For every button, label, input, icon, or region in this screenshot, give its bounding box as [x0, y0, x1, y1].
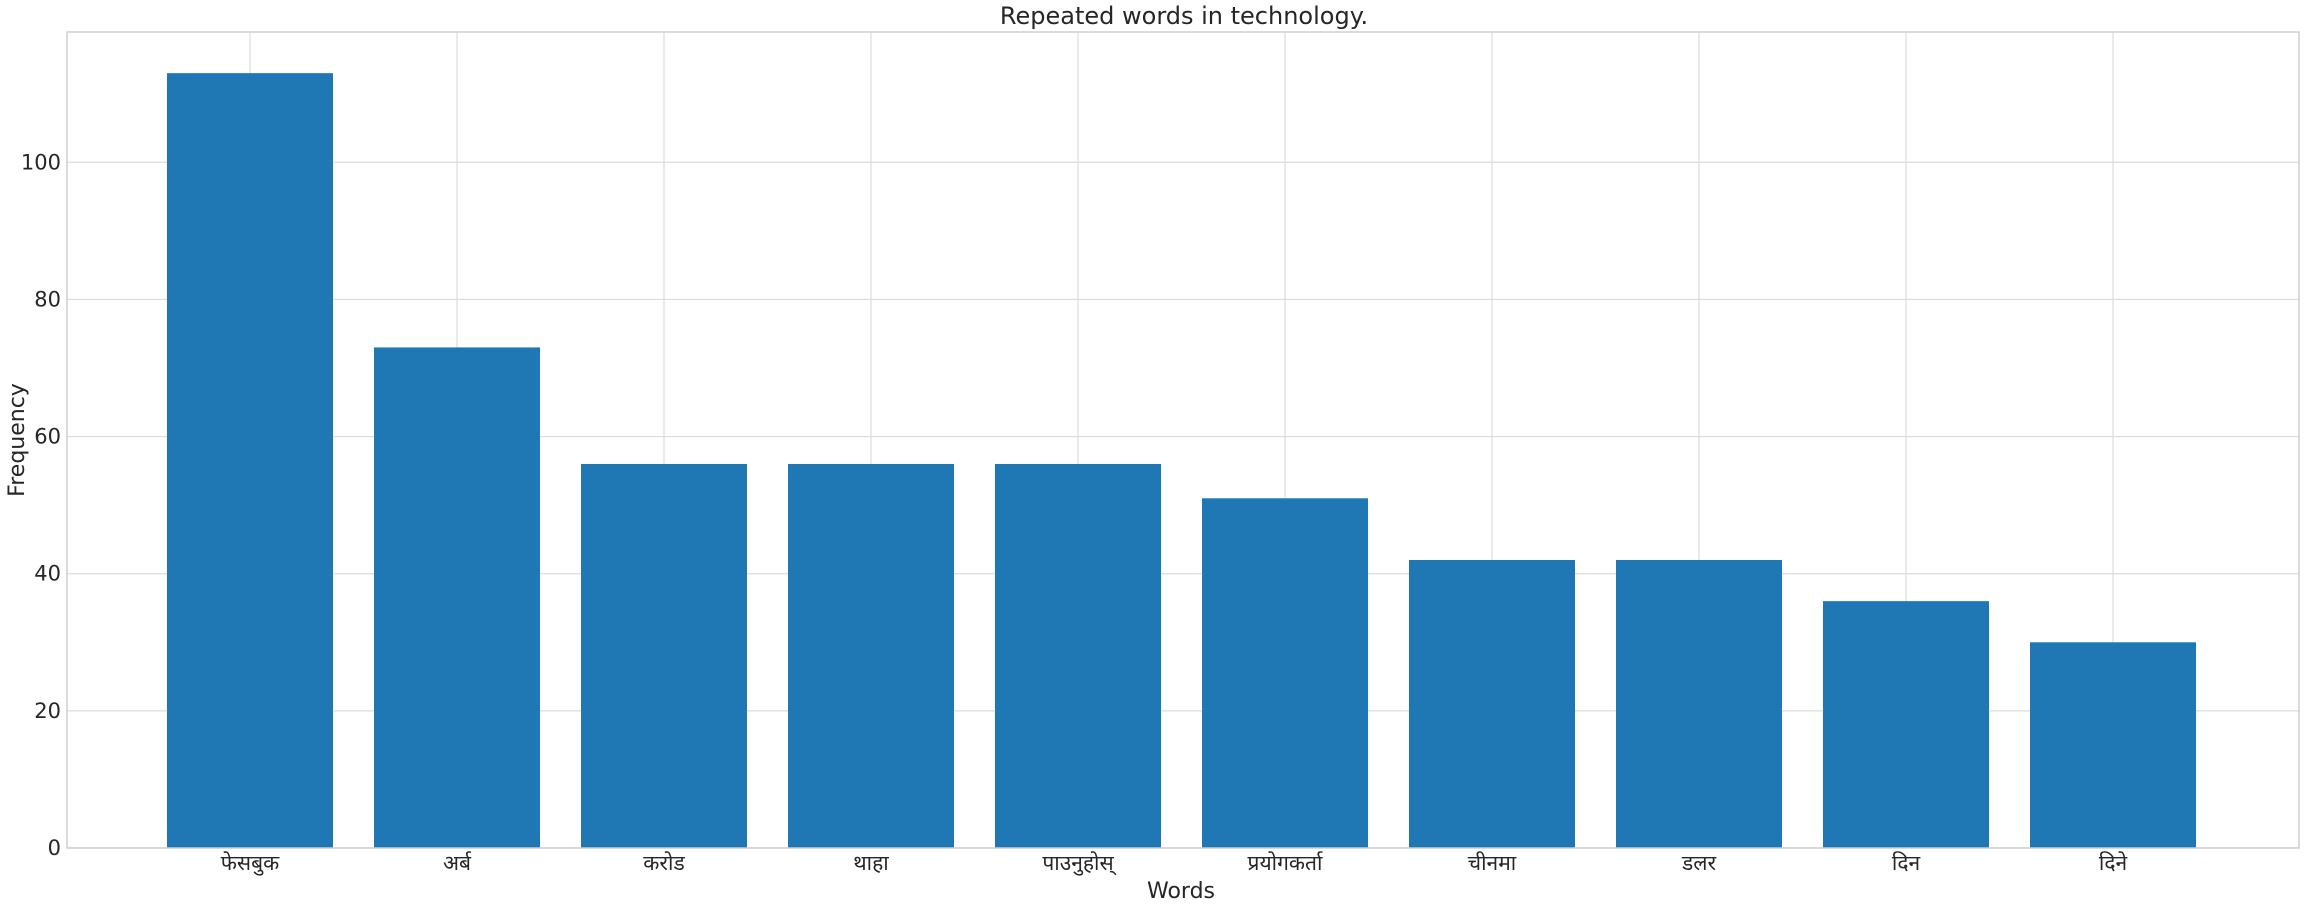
- x-axis-label: Words: [1147, 879, 1215, 904]
- x-tick-label: अर्ब: [443, 851, 472, 875]
- bar: [1823, 601, 1989, 848]
- y-tick-label: 80: [34, 287, 61, 311]
- x-tick-label: फेसबुक: [221, 851, 280, 876]
- y-tick-label: 100: [21, 150, 61, 174]
- y-axis-label: Frequency: [5, 383, 30, 497]
- bar: [995, 464, 1161, 848]
- x-tick-label: डलर: [1681, 851, 1716, 875]
- plot-frame: [66, 31, 2300, 849]
- y-tick-label: 60: [34, 425, 61, 449]
- bar: [374, 347, 540, 848]
- bar: [1616, 560, 1782, 848]
- bar: [581, 464, 747, 848]
- x-ticks-layer: फेसबुक अर्ब करोड थाहा पाउनुहोस् प्रयोगकर्ता ची…: [221, 851, 2128, 876]
- x-tick-label: पाउनुहोस्: [1042, 851, 1116, 876]
- x-tick-label: प्रयोगकर्ता: [1248, 851, 1324, 875]
- y-tick-label: 20: [34, 699, 61, 723]
- x-tick-label: दिने: [2099, 851, 2128, 875]
- bar: [788, 464, 954, 848]
- bars-layer: [167, 73, 2196, 848]
- bar: [1409, 560, 1575, 848]
- y-ticks-layer: 0 20 40 60 80 100: [21, 150, 61, 860]
- y-tick-label: 0: [48, 836, 61, 860]
- bar: [1202, 498, 1368, 848]
- bar: [167, 73, 333, 848]
- chart-title: Repeated words in technology.: [1000, 2, 1368, 30]
- y-tick-label: 40: [34, 562, 61, 586]
- x-tick-label: करोड: [643, 851, 685, 875]
- bar: [2030, 642, 2196, 848]
- x-tick-label: थाहा: [853, 851, 889, 875]
- x-tick-label: दिन: [1892, 851, 1921, 875]
- x-tick-label: चीनमा: [1468, 851, 1517, 875]
